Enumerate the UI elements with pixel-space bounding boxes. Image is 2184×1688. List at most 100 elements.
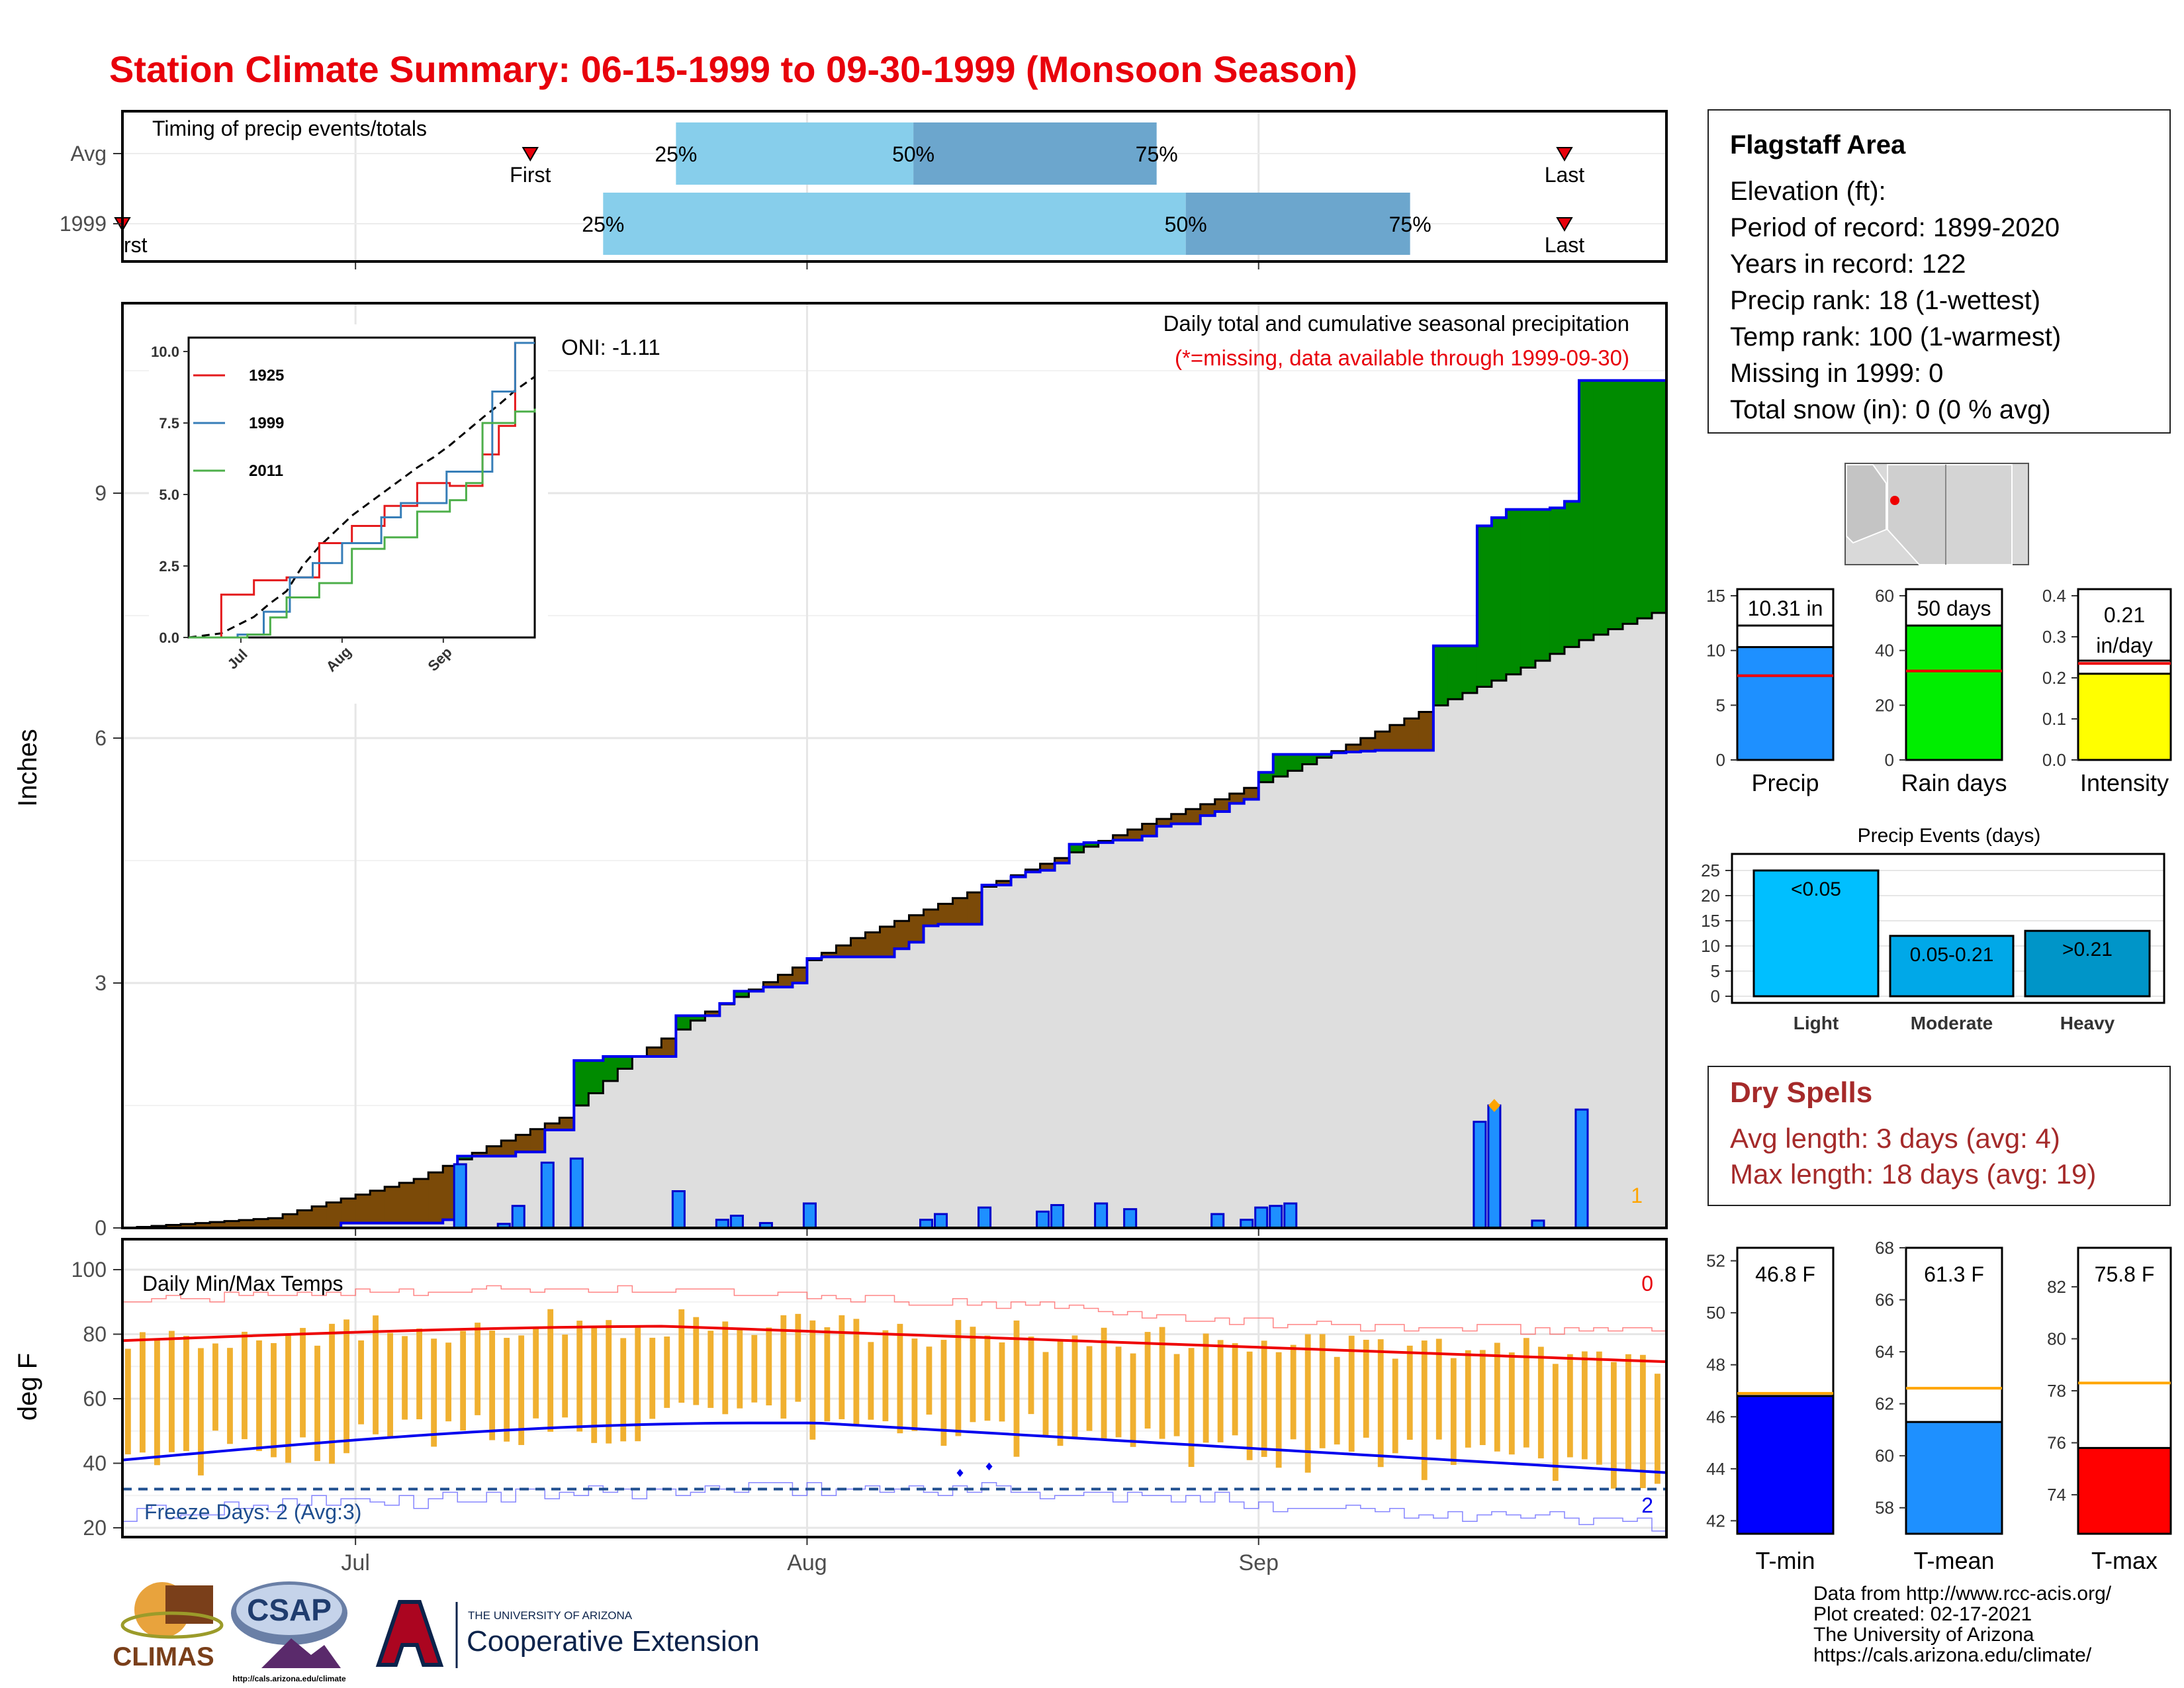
y-tick-label: 82 (2047, 1277, 2066, 1297)
daily-temp-range-bar (169, 1331, 175, 1452)
y-tick-label: 50 (1706, 1303, 1725, 1323)
first-label: rst (124, 233, 148, 257)
deficit-area (850, 938, 866, 957)
climas-logo-text: CLIMAS (113, 1642, 214, 1671)
avg-min-line (122, 1421, 1667, 1474)
daily-temp-range-bar (1567, 1354, 1573, 1458)
deficit-area (210, 1222, 225, 1228)
y-tick-label: 64 (1875, 1342, 1894, 1362)
area-base (1113, 840, 1128, 1228)
daily-temp-range-bar (940, 1340, 947, 1446)
daily-temp-range-bar (1596, 1351, 1602, 1465)
daily-temp-range-bar (1130, 1353, 1136, 1447)
deficit-area (1404, 718, 1420, 751)
freeze-marker (956, 1469, 964, 1477)
y-tick-label: 0.3 (2042, 627, 2066, 647)
summary-bar-name: Intensity (2080, 769, 2169, 796)
temp-summary-bars: 42 44 46 48 50 52 46.8 F T-min 58 60 62 64 66 68 61.3 … (1706, 1238, 2172, 1574)
y-tick-label: 100 (71, 1258, 107, 1282)
daily-precip-bar (671, 1190, 686, 1229)
daily-temp-range-bar (1275, 1352, 1282, 1468)
event-category: Light (1794, 1013, 1839, 1033)
station-name: Flagstaff Area (1730, 130, 1906, 160)
precip-subheader: (*=missing, data available through 1999-… (1175, 346, 1629, 370)
period-text: Period of record: 1899-2020 (1730, 213, 2060, 242)
y-tick-label: 0 (95, 1216, 107, 1240)
daily-temp-range-bar (1450, 1358, 1457, 1466)
deficit-area (836, 945, 851, 957)
daily-temp-range-bar (533, 1327, 539, 1419)
event-bar-Heavy (2024, 929, 2151, 998)
area-base (1287, 771, 1303, 1228)
area-base (1011, 876, 1026, 1228)
event-bar-Light (1752, 869, 1880, 998)
surplus-area (1608, 380, 1623, 630)
surplus-area (1491, 518, 1507, 681)
daily-temp-range-bar (1232, 1343, 1238, 1436)
deficit-area (472, 1152, 487, 1156)
daily-temp-range-bar (125, 1348, 131, 1455)
legend-label: 1999 (249, 414, 284, 432)
area-base (1156, 826, 1172, 1228)
inset-y-tick: 10.0 (151, 344, 179, 360)
deficit-area (268, 1218, 283, 1228)
surplus-area (1506, 509, 1522, 675)
area-base (763, 987, 778, 1228)
temp-summary-bar-T-mean (1905, 1421, 2003, 1535)
surplus-area (1549, 508, 1565, 654)
area-base (952, 924, 968, 1228)
surplus-area (1637, 380, 1653, 619)
first-marker (522, 147, 539, 162)
area-base (690, 1020, 705, 1228)
area-base (1404, 750, 1420, 1228)
daily-temp-range-bar (1465, 1350, 1471, 1448)
deficit-area (181, 1224, 196, 1228)
area-base (603, 1081, 618, 1228)
y-tick-label: 0.0 (2042, 750, 2066, 770)
deficit-area (952, 898, 968, 925)
surplus-area (1316, 754, 1332, 758)
y-tick-label: 5 (1716, 695, 1725, 715)
y-axis-label: Inches (13, 729, 42, 807)
daily-temp-range-bar (1144, 1332, 1151, 1429)
daily-temp-range-bar (154, 1340, 160, 1466)
deficit-area (880, 926, 895, 957)
y-tick-label: 68 (1875, 1238, 1894, 1258)
value-label: 10.31 in (1748, 596, 1823, 620)
deficit-area (312, 1206, 327, 1228)
daily-temp-range-bar (1071, 1335, 1078, 1438)
area-base (1462, 692, 1478, 1228)
x-tick-label: Sep (1238, 1550, 1279, 1575)
daily-temp-range-bar (1334, 1356, 1340, 1445)
area-base (996, 885, 1012, 1228)
y-tick-label: 20 (83, 1516, 107, 1540)
area-base (1360, 751, 1376, 1228)
row-label: 1999 (60, 212, 107, 236)
ua-logo-icon (375, 1600, 444, 1667)
daily-temp-range-bar (984, 1335, 991, 1421)
area-base (909, 942, 925, 1228)
surplus-area (1433, 645, 1449, 706)
x-tick-label: Jul (341, 1550, 369, 1575)
deficit-area (166, 1225, 181, 1228)
events-frame (1731, 853, 2165, 1004)
timing-bar-25-50 (603, 193, 1186, 255)
daily-temp-range-bar (1057, 1340, 1064, 1446)
daily-temp-range-bar (1537, 1346, 1544, 1459)
y-tick-label: 58 (1875, 1498, 1894, 1518)
page-title: Station Climate Summary: 06-15-1999 to 0… (109, 48, 1357, 90)
daily-precip-bar (540, 1161, 555, 1229)
daily-temp-range-bar (1639, 1354, 1646, 1489)
deficit-area (1229, 793, 1245, 804)
area-base (1258, 782, 1274, 1228)
daily-temp-range-bar (649, 1337, 656, 1419)
row-label: Avg (70, 142, 107, 165)
area-base (370, 1223, 385, 1228)
area-base (967, 924, 983, 1228)
value-label: in/day (2096, 633, 2152, 657)
daily-temp-range-bar (1348, 1335, 1355, 1452)
deficit-area (545, 1123, 560, 1130)
y-tick-label: 20 (1875, 695, 1894, 715)
deficit-area (399, 1182, 414, 1223)
y-tick-label: 48 (1706, 1355, 1725, 1375)
